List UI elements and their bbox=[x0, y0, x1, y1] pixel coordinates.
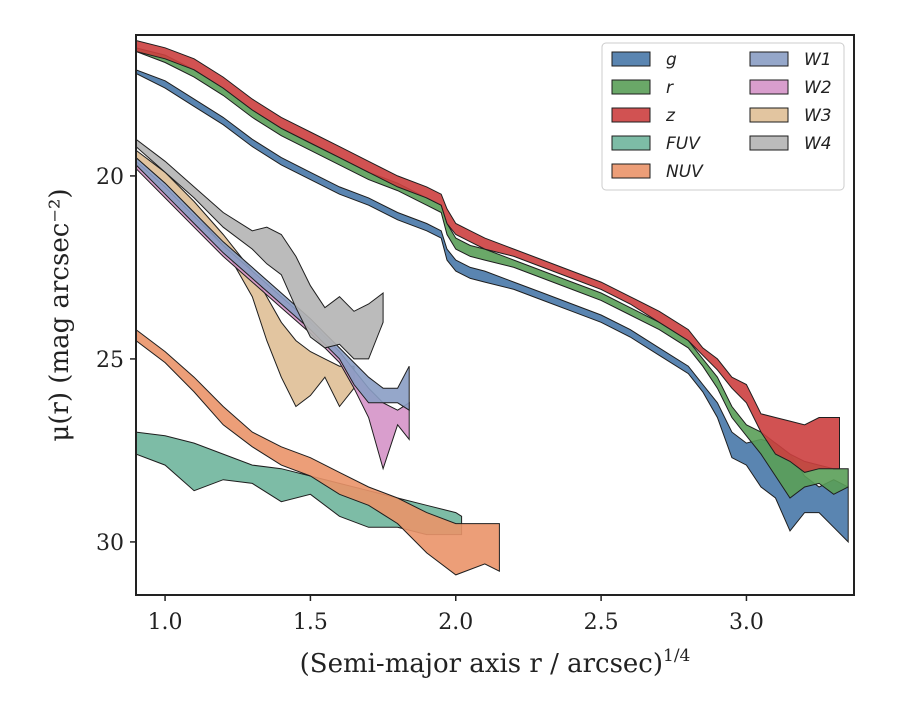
legend-label-W4: W4 bbox=[804, 134, 832, 154]
legend-swatch-FUV bbox=[611, 135, 651, 151]
y-tick-label: 25 bbox=[96, 348, 124, 373]
legend-swatch-W2 bbox=[749, 79, 789, 95]
x-axis-label: (Semi-major axis r / arcsec)1/4 bbox=[300, 646, 691, 679]
series-bands bbox=[136, 39, 849, 576]
legend-label-z: z bbox=[665, 106, 676, 126]
legend-swatch-z bbox=[611, 107, 651, 123]
x-tick-label: 1.5 bbox=[293, 610, 328, 635]
y-axis-label: μ(r) (mag arcsec⁻²) bbox=[45, 188, 75, 441]
series-band-W4 bbox=[136, 138, 384, 360]
series-band-z bbox=[136, 39, 840, 473]
series-band-NUV bbox=[136, 328, 500, 576]
x-tick-label: 2.5 bbox=[584, 610, 619, 635]
y-axis-ticks: 20 25 30 bbox=[96, 165, 136, 556]
series-band-g bbox=[136, 69, 849, 544]
x-axis-ticks: 1.0 1.5 2.0 2.5 3.0 bbox=[148, 595, 764, 635]
series-band-W1 bbox=[136, 156, 410, 412]
legend-swatch-W1 bbox=[749, 51, 789, 67]
legend-swatch-NUV bbox=[611, 163, 651, 179]
legend-swatch-g bbox=[611, 51, 651, 67]
legend-swatch-W4 bbox=[749, 135, 789, 151]
plot-frame bbox=[135, 34, 855, 596]
x-tick-label: 1.0 bbox=[148, 610, 183, 635]
x-axis-label-text: (Semi-major axis r / arcsec) bbox=[300, 649, 663, 679]
legend-swatch-r bbox=[611, 79, 651, 95]
legend-label-r: r bbox=[666, 78, 674, 98]
legend-label-FUV: FUV bbox=[666, 134, 701, 154]
y-tick-label: 20 bbox=[96, 165, 124, 190]
legend-label-NUV: NUV bbox=[666, 162, 704, 182]
x-tick-label: 3.0 bbox=[729, 610, 764, 635]
legend: grz FUV NUV W1 W2 W3 W4 bbox=[601, 42, 845, 191]
x-tick-label: 2.0 bbox=[438, 610, 473, 635]
y-tick-label: 30 bbox=[96, 531, 124, 556]
legend-label-W3: W3 bbox=[804, 106, 832, 126]
legend-items: grz FUV NUV W1 W2 W3 W4 bbox=[611, 50, 832, 182]
legend-label-W2: W2 bbox=[804, 78, 832, 98]
x-axis-label-exponent: 1/4 bbox=[663, 646, 690, 666]
legend-swatch-W3 bbox=[749, 107, 789, 123]
legend-label-g: g bbox=[666, 50, 677, 70]
legend-label-W1: W1 bbox=[804, 50, 832, 70]
